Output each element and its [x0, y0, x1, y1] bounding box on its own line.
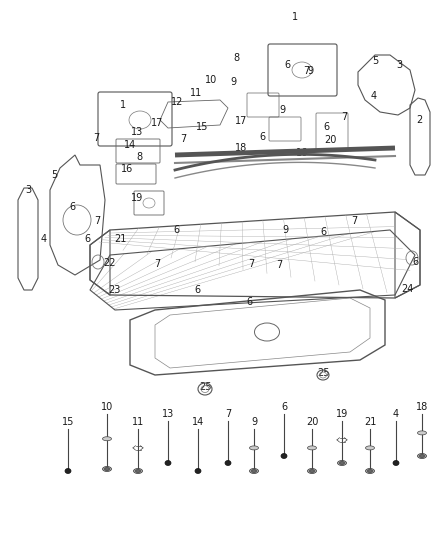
Text: 9: 9 — [251, 417, 257, 427]
Ellipse shape — [165, 461, 171, 465]
Text: 7: 7 — [154, 259, 160, 269]
Text: 7: 7 — [225, 409, 231, 419]
Ellipse shape — [250, 446, 258, 450]
Text: 9: 9 — [282, 225, 288, 235]
Text: 25: 25 — [199, 382, 211, 392]
Text: 13: 13 — [162, 409, 174, 419]
Text: 3: 3 — [396, 60, 402, 70]
Text: 16: 16 — [121, 164, 133, 174]
Text: 9: 9 — [307, 66, 313, 76]
Ellipse shape — [135, 470, 141, 472]
Text: 7: 7 — [276, 260, 282, 270]
Text: 5: 5 — [372, 56, 378, 66]
Ellipse shape — [307, 469, 317, 473]
Ellipse shape — [102, 466, 112, 472]
Text: 14: 14 — [192, 417, 204, 427]
Ellipse shape — [250, 469, 258, 473]
Ellipse shape — [105, 467, 110, 471]
Text: 23: 23 — [108, 285, 120, 295]
Ellipse shape — [195, 469, 201, 473]
Text: 12: 12 — [171, 97, 183, 107]
Text: 22: 22 — [104, 258, 116, 268]
Text: 17: 17 — [235, 116, 247, 126]
Text: 18: 18 — [235, 143, 247, 153]
Ellipse shape — [417, 431, 427, 435]
Text: 11: 11 — [132, 417, 144, 427]
Text: 13: 13 — [131, 127, 143, 137]
Text: 8: 8 — [136, 152, 142, 162]
Ellipse shape — [420, 455, 424, 457]
Text: 1: 1 — [292, 12, 298, 22]
Text: 15: 15 — [196, 122, 208, 132]
Text: 6: 6 — [194, 285, 200, 295]
Text: 20: 20 — [324, 135, 336, 145]
Text: 9: 9 — [279, 105, 285, 115]
Ellipse shape — [225, 461, 231, 465]
Text: 6: 6 — [259, 132, 265, 142]
Text: 7: 7 — [93, 133, 99, 143]
Text: 20: 20 — [306, 417, 318, 427]
Text: 6: 6 — [173, 225, 179, 235]
Ellipse shape — [134, 469, 142, 473]
Ellipse shape — [338, 461, 346, 465]
Text: 6: 6 — [246, 297, 252, 307]
Text: 7: 7 — [351, 216, 357, 226]
Text: 19: 19 — [131, 193, 143, 203]
Text: 19: 19 — [336, 409, 348, 419]
Text: 24: 24 — [401, 284, 413, 294]
Text: 8: 8 — [233, 53, 239, 63]
Ellipse shape — [102, 437, 112, 441]
Text: 25: 25 — [317, 368, 329, 378]
Ellipse shape — [365, 446, 374, 450]
Text: 1: 1 — [120, 100, 126, 110]
Text: 15: 15 — [62, 417, 74, 427]
Text: 7: 7 — [180, 134, 186, 144]
Text: 7: 7 — [94, 216, 100, 226]
Text: 11: 11 — [190, 88, 202, 98]
Ellipse shape — [251, 470, 257, 472]
Text: 21: 21 — [364, 417, 376, 427]
Text: 6: 6 — [281, 402, 287, 412]
Ellipse shape — [367, 470, 372, 472]
Text: 14: 14 — [124, 140, 136, 150]
Text: 6: 6 — [323, 122, 329, 132]
Text: 10: 10 — [101, 402, 113, 412]
Ellipse shape — [339, 462, 345, 464]
Text: 3: 3 — [25, 185, 31, 195]
Text: 4: 4 — [371, 91, 377, 101]
Text: 18: 18 — [416, 402, 428, 412]
Text: 7: 7 — [248, 259, 254, 269]
Ellipse shape — [281, 454, 287, 458]
Ellipse shape — [417, 454, 427, 458]
Text: 6: 6 — [320, 227, 326, 237]
Text: 2: 2 — [416, 115, 422, 125]
Text: 17: 17 — [151, 118, 163, 128]
Ellipse shape — [65, 469, 71, 473]
Text: 7: 7 — [303, 66, 309, 76]
Ellipse shape — [307, 446, 317, 450]
Text: 16: 16 — [296, 148, 308, 158]
Ellipse shape — [310, 470, 314, 472]
Text: 10: 10 — [205, 75, 217, 85]
Ellipse shape — [365, 469, 374, 473]
Text: 4: 4 — [393, 409, 399, 419]
Text: 6: 6 — [284, 60, 290, 70]
Ellipse shape — [393, 461, 399, 465]
Text: 5: 5 — [51, 170, 57, 180]
Text: 6: 6 — [69, 202, 75, 212]
Text: 4: 4 — [41, 234, 47, 244]
Text: 7: 7 — [341, 112, 347, 122]
Text: 6: 6 — [412, 257, 418, 267]
Text: 9: 9 — [230, 77, 236, 87]
Text: 6: 6 — [84, 234, 90, 244]
Text: 21: 21 — [114, 234, 126, 244]
